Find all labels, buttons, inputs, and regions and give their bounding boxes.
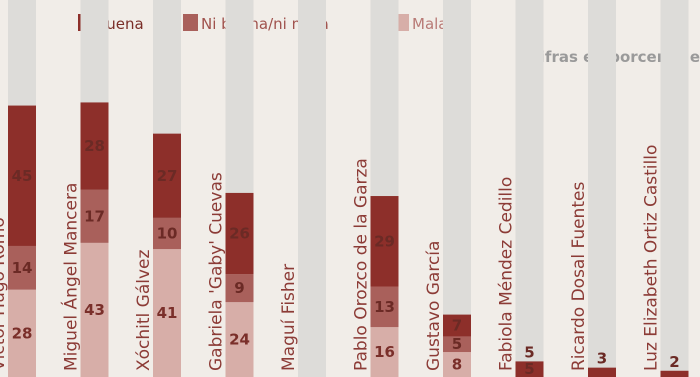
- bar-2-ni-buena-ni-mala: [153, 217, 181, 250]
- bar-7-buena: [515, 361, 544, 377]
- bar-5-buena: [370, 196, 399, 287]
- bar-3-ni-buena-ni-mala: [225, 274, 254, 303]
- bar-6-ni-buena-ni-mala: [443, 336, 471, 353]
- track-7: [515, 0, 544, 377]
- value-label-7-2: 5: [524, 360, 534, 377]
- bar-0-mala: [8, 289, 36, 377]
- value-label-0-2: 45: [12, 167, 33, 185]
- bar-1-ni-buena-ni-mala: [80, 189, 109, 243]
- legend-swatch-neutral: [183, 14, 198, 31]
- bar-3-mala: [225, 302, 254, 377]
- bar-2-buena: [153, 133, 181, 218]
- bar-1-buena: [80, 102, 109, 190]
- category-label-6: Gustavo García: [424, 241, 444, 371]
- category-label-7: Fabiola Méndez Cedillo: [497, 177, 517, 371]
- category-label-4: Maguí Fisher: [279, 264, 299, 371]
- top-label-9: 2: [669, 353, 679, 371]
- track-6: [443, 0, 471, 377]
- bar-0-ni-buena-ni-mala: [8, 245, 36, 290]
- category-label-0: Víctor Hugo Romo: [0, 217, 9, 371]
- value-label-5-0: 16: [374, 343, 395, 361]
- value-label-2-1: 10: [157, 224, 178, 242]
- bar-3-buena: [225, 192, 254, 275]
- category-label-8: Ricardo Dosal Fuentes: [569, 182, 589, 371]
- value-label-6-1: 5: [452, 335, 462, 353]
- value-label-5-1: 13: [374, 298, 395, 316]
- value-label-2-2: 27: [157, 167, 178, 185]
- value-label-1-2: 28: [84, 137, 105, 155]
- bar-9-buena: [660, 370, 689, 377]
- value-label-6-0: 8: [452, 356, 462, 374]
- bar-8-buena: [588, 367, 616, 377]
- category-label-9: Luz Elizabeth Ortiz Castillo: [642, 145, 662, 371]
- value-label-6-2: 7: [452, 317, 462, 335]
- bar-5-ni-buena-ni-mala: [370, 286, 399, 328]
- value-label-3-1: 9: [234, 279, 244, 297]
- value-label-3-0: 24: [229, 331, 250, 349]
- category-label-5: Pablo Orozco de la Garza: [352, 158, 372, 371]
- category-label-3: Gabriela 'Gaby' Cuevas: [207, 172, 227, 371]
- category-label-1: Miguel Ángel Mancera: [60, 183, 82, 371]
- value-label-3-2: 26: [229, 224, 250, 242]
- track-9: [660, 0, 689, 377]
- track-8: [588, 0, 616, 377]
- bar-5-mala: [370, 327, 399, 377]
- top-label-8: 3: [597, 350, 607, 368]
- bar-0-buena: [8, 105, 36, 246]
- value-label-0-0: 28: [12, 324, 33, 342]
- value-label-1-1: 17: [84, 207, 105, 225]
- bar-1-mala: [80, 242, 109, 377]
- bar-6-mala: [443, 352, 471, 377]
- bar-6-buena: [443, 314, 471, 337]
- value-label-1-0: 43: [84, 301, 105, 319]
- bar-2-mala: [153, 249, 181, 377]
- category-label-2: Xóchitl Gálvez: [134, 249, 154, 371]
- top-label-7: 5: [524, 343, 534, 361]
- track-4: [298, 0, 326, 377]
- value-label-0-1: 14: [12, 259, 33, 277]
- legend-label-bad: Mala: [412, 15, 448, 33]
- value-label-5-2: 29: [374, 232, 395, 250]
- value-label-2-0: 41: [157, 304, 178, 322]
- bars-group: [8, 0, 689, 377]
